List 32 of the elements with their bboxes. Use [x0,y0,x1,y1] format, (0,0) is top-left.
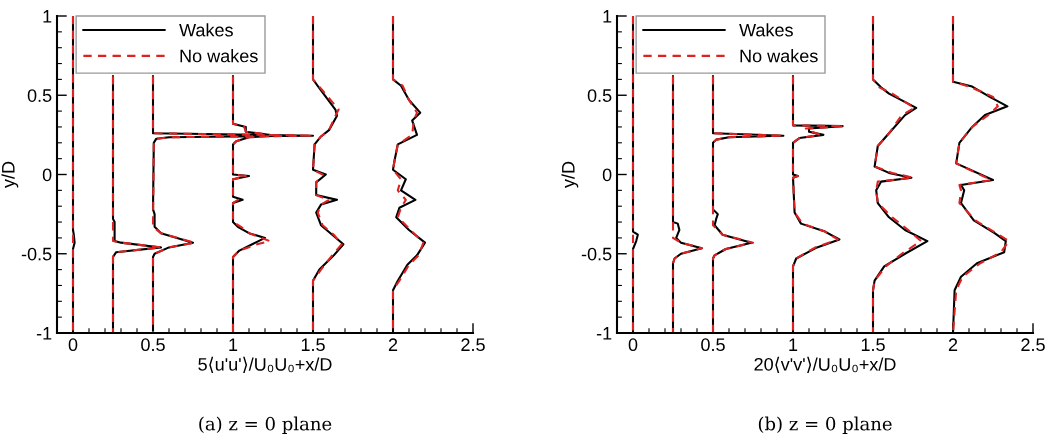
y-tick-label: -1 [36,327,52,340]
x-tick-label: 2.5 [1021,338,1045,352]
x-tick-label: 0 [68,338,78,352]
y-tick-label: -1 [596,327,612,340]
x-axis-title: 20⟨v'v'⟩/U₀U₀+x/D [754,356,896,373]
x-tick-label: 1 [229,338,238,351]
legend-label: Wakes [739,23,793,37]
y-tick-label: 1 [603,10,612,23]
y-tick-label: 0 [602,168,612,182]
x-axis-title: 5⟨u'u'⟩/U₀U₀+x/D [198,356,332,373]
x-tick-label: 1.5 [301,338,325,352]
y-tick-label: 0.5 [587,89,612,102]
x-tick-label: 0.5 [701,338,725,352]
y-axis-title: y/D [1,161,19,188]
x-tick-label: 0.5 [141,338,165,352]
x-tick-label: 2 [948,338,958,351]
y-tick-label: 1 [43,10,52,23]
legend-label: Wakes [179,23,233,37]
x-tick-label: 0 [628,338,638,352]
y-tick-label: -0.5 [21,247,52,261]
legend-label: No wakes [740,49,818,63]
y-tick-label: -0.5 [581,247,612,261]
y-tick-label: 0.5 [27,89,52,102]
text: (b) z = 0 plane [758,416,892,435]
text: (a) z = 0 plane [199,416,332,435]
legend-label: No wakes [180,49,258,63]
x-tick-label: 1 [789,338,798,351]
x-tick-label: 2 [388,338,398,351]
x-tick-label: 1.5 [861,338,885,352]
x-tick-label: 2.5 [461,338,485,352]
y-axis-title: y/D [561,161,579,188]
y-tick-label: 0 [42,168,52,182]
